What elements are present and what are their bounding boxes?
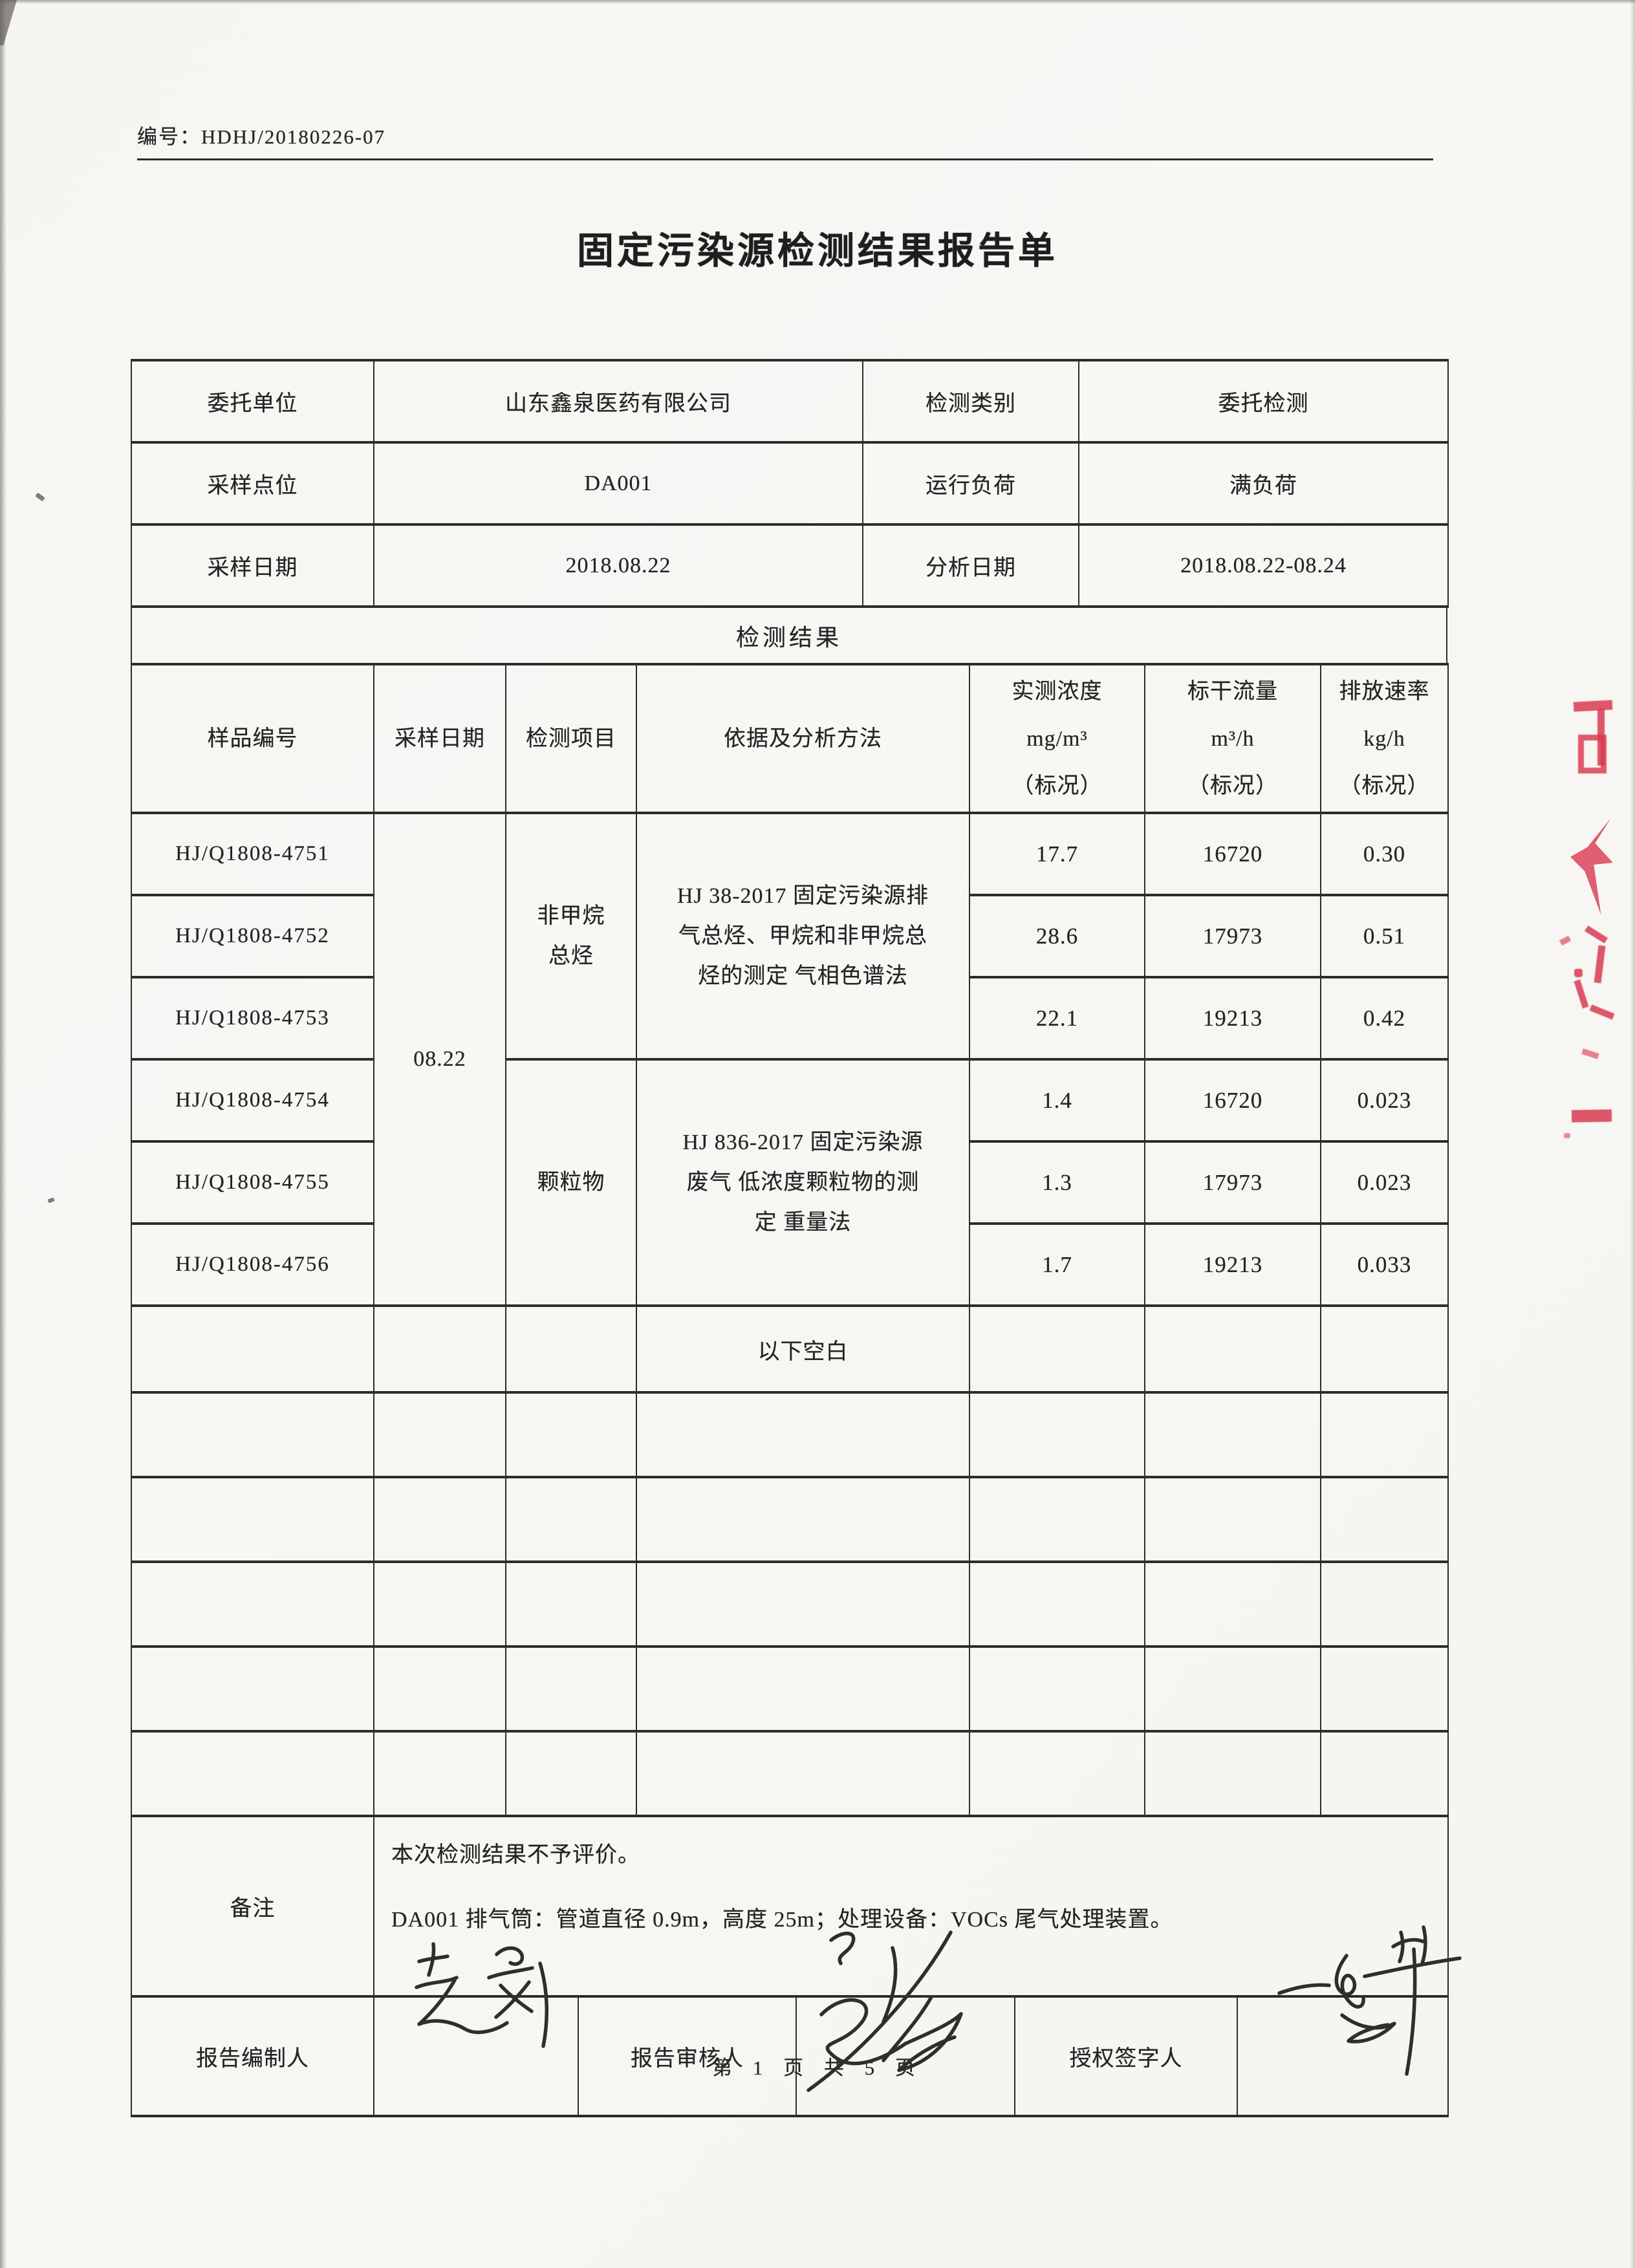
sample-id: HJ/Q1808-4755 [131,1140,374,1225]
sample-id: HJ/Q1808-4752 [131,894,374,978]
item-nmhc: 非甲烷 总烃 [505,812,637,1061]
info-value: 2018.08.22 [373,523,863,608]
blank-note: 以下空白 [636,1304,970,1394]
rate-value: 0.033 [1320,1222,1449,1307]
result-row: HJ/Q1808-4752 28.6 17973 0.51 [131,894,1449,978]
result-row: HJ/Q1808-4753 22.1 19213 0.42 [131,976,1449,1061]
col-header-sampling-date: 采样日期 [373,663,506,814]
empty-row [131,1476,1449,1563]
red-seal-fragment [1552,686,1635,1151]
concentration-value: 1.4 [969,1058,1145,1143]
info-label: 采样点位 [131,441,374,526]
signature-table: 报告编制人 报告审核人 授权签字人 [131,1995,1449,2117]
method-pm: HJ 836-2017 固定污染源 废气 低浓度颗粒物的测 定 重量法 [636,1058,970,1307]
sampling-date-merged: 08.22 [373,812,506,1307]
info-value: 满负荷 [1078,441,1449,526]
rate-value: 0.023 [1320,1058,1449,1143]
info-label: 委托单位 [131,359,374,444]
remark-content: 本次检测结果不予评价。 DA001 排气筒：管道直径 0.9m，高度 25m；处… [373,1815,1449,1998]
flow-value: 19213 [1144,1222,1321,1307]
result-row: HJ/Q1808-4754 颗粒物 HJ 836-2017 固定污染源 废气 低… [131,1058,1449,1307]
remark-line-2: DA001 排气筒：管道直径 0.9m，高度 25m；处理设备：VOCs 尾气处… [391,1908,1173,1932]
sample-id: HJ/Q1808-4754 [131,1058,374,1143]
signature-row: 报告编制人 报告审核人 授权签字人 [131,1995,1449,2117]
scan-edge-top [0,0,1635,4]
scan-edge-left [0,0,6,2268]
col-header-sample-id: 样品编号 [131,663,374,814]
flow-value: 16720 [1144,1058,1321,1143]
info-table: 委托单位 山东鑫泉医药有限公司 检测类别 委托检测 采样点位 DA001 运行负… [131,359,1449,608]
col-header-concentration: 实测浓度 mg/m³ （标况） [969,663,1145,814]
info-value: 委托检测 [1078,359,1449,444]
info-value: DA001 [373,441,863,526]
result-row: HJ/Q1808-4756 1.7 19213 0.033 [131,1222,1449,1307]
empty-row [131,1391,1449,1478]
flow-value: 17973 [1144,894,1321,978]
info-row: 采样点位 DA001 运行负荷 满负荷 [131,441,1449,526]
info-row: 采样日期 2018.08.22 分析日期 2018.08.22-08.24 [131,523,1449,608]
results-table: 样品编号 采样日期 检测项目 依据及分析方法 实测浓度 mg/m³ （标况） 标… [131,663,1449,1817]
reviewer-label: 报告审核人 [578,1995,797,2117]
col-header-item: 检测项目 [505,663,637,814]
authorizer-label: 授权签字人 [1014,1995,1238,2117]
sample-id: HJ/Q1808-4756 [131,1222,374,1307]
col-header-flow: 标干流量 m³/h （标况） [1144,663,1321,814]
info-value: 2018.08.22-08.24 [1078,523,1449,608]
remark-table: 备注 本次检测结果不予评价。 DA001 排气筒：管道直径 0.9m，高度 25… [131,1815,1449,1998]
preparer-label: 报告编制人 [131,1995,374,2117]
concentration-value: 22.1 [969,976,1145,1061]
method-nmhc: HJ 38-2017 固定污染源排 气总烃、甲烷和非甲烷总 烃的测定 气相色谱法 [636,812,970,1061]
remark-line-1: 本次检测结果不予评价。 [391,1843,640,1867]
empty-row [131,1730,1449,1817]
result-row: HJ/Q1808-4755 1.3 17973 0.023 [131,1140,1449,1225]
rate-value: 0.023 [1320,1140,1449,1225]
scan-corner-artifact [0,0,17,45]
result-row: HJ/Q1808-4751 08.22 非甲烷 总烃 HJ 38-2017 固定… [131,812,1449,1307]
concentration-value: 28.6 [969,894,1145,978]
section-band: 检测结果 [131,605,1447,665]
concentration-value: 1.7 [969,1222,1145,1307]
info-label: 采样日期 [131,523,374,608]
scan-speck [35,492,45,502]
info-row: 委托单位 山东鑫泉医药有限公司 检测类别 委托检测 [131,359,1449,444]
info-label: 分析日期 [862,523,1079,608]
doc-number: 编号：HDHJ/20180226-07 [137,120,1433,160]
remark-label: 备注 [131,1815,374,1998]
concentration-value: 1.3 [969,1140,1145,1225]
preparer-signature-cell [373,1995,579,2117]
remark-row: 备注 本次检测结果不予评价。 DA001 排气筒：管道直径 0.9m，高度 25… [131,1815,1449,1998]
preparer-signature [415,1942,549,2048]
flow-value: 19213 [1144,976,1321,1061]
item-pm: 颗粒物 [505,1058,637,1307]
concentration-value: 17.7 [969,812,1145,896]
empty-row [131,1561,1449,1648]
scan-speck [47,1197,55,1204]
rate-value: 0.51 [1320,894,1449,978]
section-title: 检测结果 [131,605,1447,665]
info-value: 山东鑫泉医药有限公司 [373,359,863,444]
rate-value: 0.42 [1320,976,1449,1061]
info-label: 检测类别 [862,359,1079,444]
blank-note-row: 以下空白 [131,1304,1449,1394]
page-title: 固定污染源检测结果报告单 [577,231,1058,272]
results-header-row: 样品编号 采样日期 检测项目 依据及分析方法 实测浓度 mg/m³ （标况） 标… [131,663,1449,814]
section-row: 检测结果 [131,605,1447,665]
authorizer-signature [1277,1925,1462,2076]
info-label: 运行负荷 [862,441,1079,526]
rate-value: 0.30 [1320,812,1449,896]
page-number: 第 1 页 共 5 页 [712,2057,923,2079]
col-header-rate: 排放速率 kg/h （标况） [1320,663,1449,814]
sample-id: HJ/Q1808-4753 [131,976,374,1061]
report-table: 委托单位 山东鑫泉医药有限公司 检测类别 委托检测 采样点位 DA001 运行负… [131,359,1449,2117]
scan-edge-right [1630,0,1635,2268]
col-header-method: 依据及分析方法 [636,663,970,814]
empty-row [131,1645,1449,1733]
reviewer-signature [807,1930,963,2092]
flow-value: 17973 [1144,1140,1321,1225]
sample-id: HJ/Q1808-4751 [131,812,374,896]
flow-value: 16720 [1144,812,1321,896]
